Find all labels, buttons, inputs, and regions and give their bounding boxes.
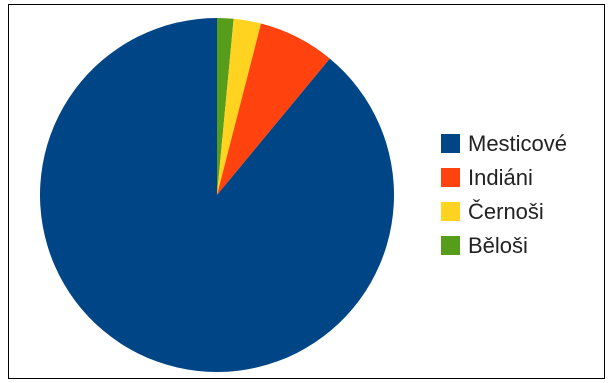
legend-label-3: Černoši [468,199,544,224]
pie-slice-1 [39,18,394,372]
legend-swatch-1 [441,134,460,153]
pie-slice-3 [217,18,262,195]
legend-label-1: Mesticové [468,131,567,156]
legend-label-2: Indiáni [468,165,533,190]
pie-slice-2 [217,23,330,196]
legend: Mesticové Indiáni Černoši Běloši [441,131,567,258]
legend-swatch-4 [441,236,460,255]
legend-swatch-3 [441,202,460,221]
legend-swatch-2 [441,168,460,187]
pie-slices [39,18,394,372]
legend-label-4: Běloši [468,233,528,258]
pie-slice-4 [217,18,234,195]
